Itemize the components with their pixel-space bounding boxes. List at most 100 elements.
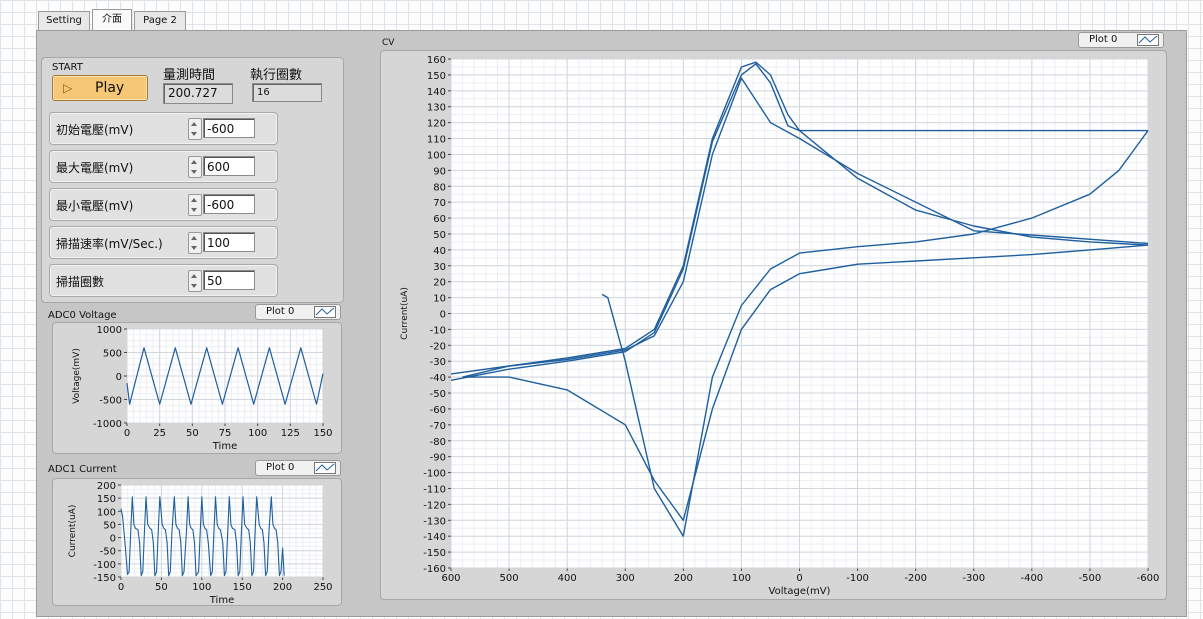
y-tick-label: 70 bbox=[433, 198, 446, 209]
series-line-0 bbox=[126, 347, 324, 405]
x-tick-label: -100 bbox=[846, 573, 869, 584]
min-voltage-spinner[interactable] bbox=[188, 194, 202, 216]
y-tick-label: 90 bbox=[433, 166, 446, 177]
cv-plot-legend[interactable]: Plot 0 bbox=[1078, 32, 1164, 48]
y-tick-label: 1000 bbox=[97, 325, 122, 336]
adc1-chart-panel: 0 50 100 150 200 250 -150 -100 -50 0 50 100 150 200 Ti… bbox=[52, 478, 342, 606]
y-tick-label: -10 bbox=[430, 325, 446, 336]
tab-interface[interactable]: 介面 bbox=[92, 9, 132, 31]
x-tick-label: -300 bbox=[962, 573, 985, 584]
line-icon bbox=[314, 306, 336, 318]
y-tick-label: -100 bbox=[93, 560, 116, 571]
x-tick-label: 100 bbox=[192, 582, 211, 593]
x-tick-label: 500 bbox=[500, 573, 519, 584]
x-axis-label: Time bbox=[209, 595, 234, 606]
y-tick-label: -50 bbox=[430, 389, 446, 400]
y-tick-label: -130 bbox=[423, 516, 446, 527]
y-tick-label: -50 bbox=[100, 547, 116, 558]
y-tick-label: -100 bbox=[423, 469, 446, 480]
cv-chart-title: CV bbox=[382, 38, 395, 48]
cv-chart: 600 500 400 300 200 100 0 -100 -200 -300 -400 -500-… bbox=[400, 55, 1159, 597]
scan-cycles-spinner[interactable] bbox=[188, 270, 202, 292]
y-tick-label: 200 bbox=[97, 481, 116, 492]
y-tick-label: -60 bbox=[430, 405, 446, 416]
series-line-1 bbox=[462, 61, 1149, 378]
adc0-chart-panel: 0 25 50 75 100 125 150 -1000 -500 0 500 1000 Time Vol… bbox=[52, 322, 342, 454]
initial-voltage-control: 初始電壓(mV) -600 bbox=[49, 112, 278, 145]
series-line-2 bbox=[450, 63, 1148, 381]
scan-cycles-control: 掃描圈數 50 bbox=[49, 264, 278, 297]
y-tick-label: 160 bbox=[427, 55, 446, 66]
y-tick-label: -110 bbox=[423, 484, 446, 495]
y-tick-label: 500 bbox=[103, 349, 122, 360]
initial-voltage-input[interactable]: -600 bbox=[203, 118, 255, 138]
x-tick-label: 150 bbox=[233, 582, 252, 593]
play-icon: ▷ bbox=[63, 81, 73, 95]
x-tick-label: 200 bbox=[674, 573, 693, 584]
y-tick-label: 10 bbox=[433, 294, 446, 305]
y-tick-label: 60 bbox=[433, 214, 446, 225]
x-tick-label: 250 bbox=[313, 582, 332, 593]
x-tick-label: 50 bbox=[155, 582, 168, 593]
y-tick-label: 130 bbox=[427, 103, 446, 114]
y-tick-label: 80 bbox=[433, 182, 446, 193]
min-voltage-control: 最小電壓(mV) -600 bbox=[49, 188, 278, 221]
x-tick-label: 200 bbox=[273, 582, 292, 593]
min-voltage-input[interactable]: -600 bbox=[203, 194, 255, 214]
x-tick-label: 100 bbox=[248, 428, 267, 439]
cv-legend-label: Plot 0 bbox=[1089, 34, 1118, 45]
y-tick-label: -80 bbox=[430, 437, 446, 448]
cv-chart-panel: 600 500 400 300 200 100 0 -100 -200 -300 -400 -500-… bbox=[380, 50, 1167, 600]
series-line-4 bbox=[450, 77, 1149, 375]
adc1-chart-title: ADC1 Current bbox=[48, 464, 117, 475]
x-tick-label: 75 bbox=[219, 428, 232, 439]
adc1-plot-legend[interactable]: Plot 0 bbox=[255, 460, 341, 476]
max-voltage-input[interactable]: 600 bbox=[203, 156, 255, 176]
adc0-plot-legend[interactable]: Plot 0 bbox=[255, 304, 341, 320]
y-axis-label: Voltage(mV) bbox=[72, 348, 82, 404]
max-voltage-label: 最大電壓(mV) bbox=[56, 161, 134, 175]
x-tick-label: 150 bbox=[313, 428, 332, 439]
y-axis-label: Current(uA) bbox=[68, 505, 78, 558]
x-tick-label: 25 bbox=[153, 428, 166, 439]
cycle-count-label: 執行圈數 bbox=[250, 68, 303, 83]
adc0-legend-label: Plot 0 bbox=[266, 306, 295, 317]
start-label: START bbox=[52, 62, 83, 73]
y-tick-label: 150 bbox=[427, 71, 446, 82]
x-tick-label: 400 bbox=[558, 573, 577, 584]
y-tick-label: -90 bbox=[430, 453, 446, 464]
line-icon bbox=[314, 462, 336, 474]
y-tick-label: -150 bbox=[423, 548, 446, 559]
y-tick-label: -140 bbox=[423, 532, 446, 543]
y-tick-label: -160 bbox=[423, 564, 446, 575]
x-tick-label: -200 bbox=[904, 573, 927, 584]
scan-cycles-label: 掃描圈數 bbox=[56, 275, 105, 289]
x-tick-label: -500 bbox=[1079, 573, 1102, 584]
x-tick-label: 0 bbox=[796, 573, 802, 584]
scan-rate-input[interactable]: 100 bbox=[203, 232, 255, 252]
play-button[interactable]: ▷ Play bbox=[52, 75, 148, 101]
y-tick-label: 0 bbox=[440, 310, 446, 321]
y-tick-label: -1000 bbox=[93, 419, 122, 430]
y-tick-label: 50 bbox=[433, 230, 446, 241]
y-tick-label: -20 bbox=[430, 341, 446, 352]
x-tick-label: -400 bbox=[1020, 573, 1043, 584]
initial-voltage-label: 初始電壓(mV) bbox=[56, 123, 134, 137]
scan-cycles-input[interactable]: 50 bbox=[203, 270, 255, 290]
tab-setting[interactable]: Setting bbox=[38, 11, 90, 31]
min-voltage-label: 最小電壓(mV) bbox=[56, 199, 134, 213]
x-tick-label: 50 bbox=[186, 428, 199, 439]
y-tick-label: 100 bbox=[97, 507, 116, 518]
scan-rate-control: 掃描速率(mV/Sec.) 100 bbox=[49, 226, 278, 259]
y-tick-label: 0 bbox=[116, 372, 122, 383]
tab-page-2[interactable]: Page 2 bbox=[134, 11, 186, 31]
initial-voltage-spinner[interactable] bbox=[188, 118, 202, 140]
play-button-label: Play bbox=[95, 80, 125, 96]
y-tick-label: 110 bbox=[427, 135, 446, 146]
x-tick-label: 300 bbox=[616, 573, 635, 584]
series-line-0 bbox=[462, 244, 1149, 521]
y-tick-label: -120 bbox=[423, 500, 446, 511]
max-voltage-spinner[interactable] bbox=[188, 156, 202, 178]
x-axis-label: Voltage(mV) bbox=[769, 586, 831, 597]
scan-rate-spinner[interactable] bbox=[188, 232, 202, 254]
